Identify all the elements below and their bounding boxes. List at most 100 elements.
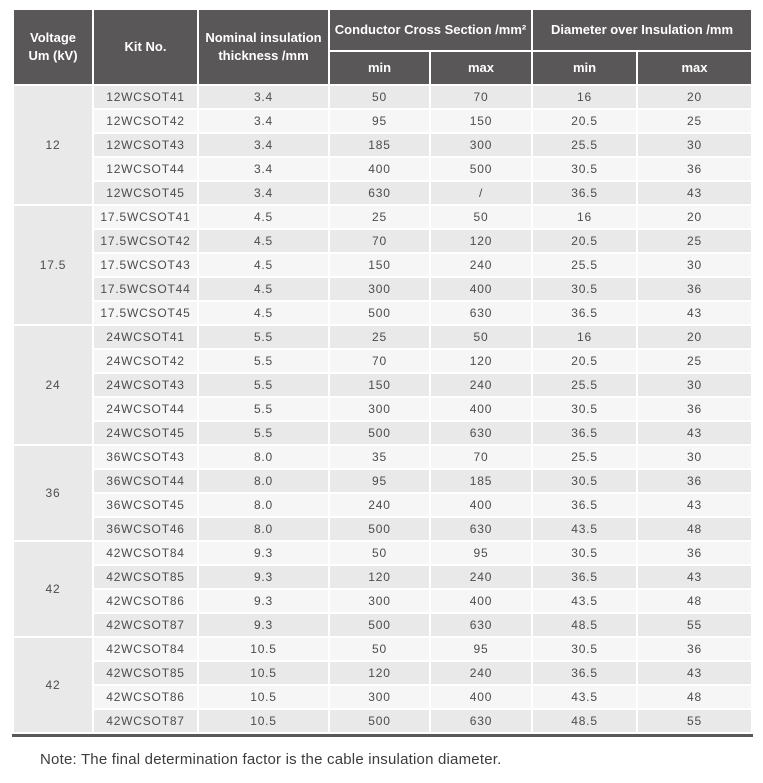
voltage-group-cell: 24 bbox=[14, 326, 92, 444]
ccs-max-cell: 400 bbox=[431, 590, 532, 612]
table-row: 42WCSOT85 9.3 120 240 36.5 43 bbox=[14, 566, 752, 588]
ccs-max-cell: 120 bbox=[431, 230, 532, 252]
doi-min-cell: 30.5 bbox=[533, 470, 637, 492]
footnote: Note: The final determination factor is … bbox=[40, 751, 502, 768]
doi-max-cell: 20 bbox=[638, 326, 752, 348]
doi-min-cell: 25.5 bbox=[533, 134, 637, 156]
ccs-min-cell: 240 bbox=[330, 494, 429, 516]
doi-min-cell: 36.5 bbox=[533, 566, 637, 588]
doi-min-cell: 20.5 bbox=[533, 350, 637, 372]
doi-min-cell: 20.5 bbox=[533, 230, 637, 252]
doi-min-cell: 36.5 bbox=[533, 494, 637, 516]
doi-min-cell: 36.5 bbox=[533, 182, 637, 204]
ccs-max-cell: 400 bbox=[431, 278, 532, 300]
table-header: Voltage Um (kV) Kit No. Nominal insulati… bbox=[14, 10, 752, 84]
thickness-cell: 3.4 bbox=[199, 134, 328, 156]
doi-max-cell: 30 bbox=[638, 134, 752, 156]
ccs-max-cell: 300 bbox=[431, 134, 532, 156]
thickness-cell: 5.5 bbox=[199, 326, 328, 348]
ccs-max-cell: 500 bbox=[431, 158, 532, 180]
header-ccs-max: max bbox=[431, 52, 532, 84]
doi-max-cell: 55 bbox=[638, 710, 752, 732]
ccs-max-cell: / bbox=[431, 182, 532, 204]
kit-no-cell: 12WCSOT44 bbox=[94, 158, 197, 180]
kit-no-cell: 36WCSOT44 bbox=[94, 470, 197, 492]
voltage-group-cell: 42 bbox=[14, 542, 92, 636]
doi-max-cell: 43 bbox=[638, 422, 752, 444]
kit-no-cell: 42WCSOT86 bbox=[94, 590, 197, 612]
ccs-min-cell: 150 bbox=[330, 254, 429, 276]
doi-max-cell: 30 bbox=[638, 254, 752, 276]
ccs-min-cell: 185 bbox=[330, 134, 429, 156]
ccs-min-cell: 50 bbox=[330, 86, 429, 108]
ccs-max-cell: 50 bbox=[431, 206, 532, 228]
kit-no-cell: 17.5WCSOT44 bbox=[94, 278, 197, 300]
doi-max-cell: 36 bbox=[638, 542, 752, 564]
ccs-min-cell: 300 bbox=[330, 686, 429, 708]
doi-max-cell: 43 bbox=[638, 494, 752, 516]
ccs-max-cell: 70 bbox=[431, 86, 532, 108]
table-row: 36 36WCSOT43 8.0 35 70 25.5 30 bbox=[14, 446, 752, 540]
kit-no-cell: 24WCSOT43 bbox=[94, 374, 197, 396]
ccs-min-cell: 300 bbox=[330, 398, 429, 420]
table-row: 42WCSOT86 9.3 300 400 43.5 48 bbox=[14, 590, 752, 612]
doi-max-cell: 36 bbox=[638, 158, 752, 180]
ccs-max-cell: 185 bbox=[431, 470, 532, 492]
table-row: 42WCSOT85 10.5 120 240 36.5 43 bbox=[14, 662, 752, 684]
thickness-cell: 9.3 bbox=[199, 542, 328, 564]
kit-no-cell: 17.5WCSOT45 bbox=[94, 302, 197, 324]
doi-min-cell: 25.5 bbox=[533, 374, 637, 396]
kit-no-cell: 42WCSOT85 bbox=[94, 566, 197, 588]
kit-no-cell: 12WCSOT42 bbox=[94, 110, 197, 132]
kit-no-cell: 42WCSOT84 bbox=[94, 638, 197, 660]
header-voltage: Voltage Um (kV) bbox=[14, 10, 92, 84]
doi-max-cell: 25 bbox=[638, 230, 752, 252]
header-conductor-cross-section: Conductor Cross Section /mm² bbox=[330, 10, 532, 50]
table-row: 42WCSOT87 10.5 500 630 48.5 55 bbox=[14, 710, 752, 732]
ccs-min-cell: 120 bbox=[330, 662, 429, 684]
kit-no-cell: 36WCSOT45 bbox=[94, 494, 197, 516]
ccs-min-cell: 95 bbox=[330, 110, 429, 132]
kit-no-cell: 12WCSOT43 bbox=[94, 134, 197, 156]
table-row: 36WCSOT46 8.0 500 630 43.5 48 bbox=[14, 518, 752, 540]
doi-min-cell: 20.5 bbox=[533, 110, 637, 132]
table-row: 12WCSOT43 3.4 185 300 25.5 30 bbox=[14, 134, 752, 156]
table-row: 17.5WCSOT42 4.5 70 120 20.5 25 bbox=[14, 230, 752, 252]
kit-no-cell: 12WCSOT41 bbox=[94, 86, 197, 108]
table-row: 12WCSOT45 3.4 630/36.5 43 bbox=[14, 182, 752, 204]
ccs-max-cell: 630 bbox=[431, 614, 532, 636]
doi-min-cell: 30.5 bbox=[533, 278, 637, 300]
ccs-min-cell: 500 bbox=[330, 302, 429, 324]
table-row: 12WCSOT42 3.4 95 150 20.5 25 bbox=[14, 110, 752, 132]
doi-max-cell: 43 bbox=[638, 566, 752, 588]
table-row: 36WCSOT44 8.0 95 185 30.5 36 bbox=[14, 470, 752, 492]
thickness-cell: 10.5 bbox=[199, 686, 328, 708]
thickness-cell: 4.5 bbox=[199, 302, 328, 324]
header-row-sub: min max min max bbox=[14, 52, 752, 84]
kit-no-cell: 24WCSOT41 bbox=[94, 326, 197, 348]
doi-max-cell: 30 bbox=[638, 446, 752, 468]
header-row-top: Voltage Um (kV) Kit No. Nominal insulati… bbox=[14, 10, 752, 84]
thickness-cell: 4.5 bbox=[199, 230, 328, 252]
ccs-max-cell: 70 bbox=[431, 446, 532, 468]
ccs-max-cell: 95 bbox=[431, 638, 532, 660]
ccs-max-cell: 240 bbox=[431, 374, 532, 396]
doi-min-cell: 43.5 bbox=[533, 590, 637, 612]
table-row: 17.5 17.5WCSOT41 4.5 25 50 16 20 bbox=[14, 206, 752, 324]
thickness-cell: 8.0 bbox=[199, 446, 328, 468]
thickness-cell: 4.5 bbox=[199, 254, 328, 276]
table-row: 24WCSOT42 5.5 70 120 20.5 25 bbox=[14, 350, 752, 372]
ccs-min-cell: 120 bbox=[330, 566, 429, 588]
table-row: 42WCSOT86 10.5 300 400 43.5 48 bbox=[14, 686, 752, 708]
doi-max-cell: 43 bbox=[638, 662, 752, 684]
kit-no-cell: 42WCSOT87 bbox=[94, 614, 197, 636]
ccs-max-cell: 400 bbox=[431, 686, 532, 708]
ccs-min-cell: 50 bbox=[330, 542, 429, 564]
doi-min-cell: 16 bbox=[533, 206, 637, 228]
thickness-cell: 9.3 bbox=[199, 590, 328, 612]
voltage-group-cell: 42 bbox=[14, 638, 92, 732]
ccs-max-cell: 150 bbox=[431, 110, 532, 132]
kit-no-cell: 24WCSOT44 bbox=[94, 398, 197, 420]
thickness-cell: 8.0 bbox=[199, 470, 328, 492]
